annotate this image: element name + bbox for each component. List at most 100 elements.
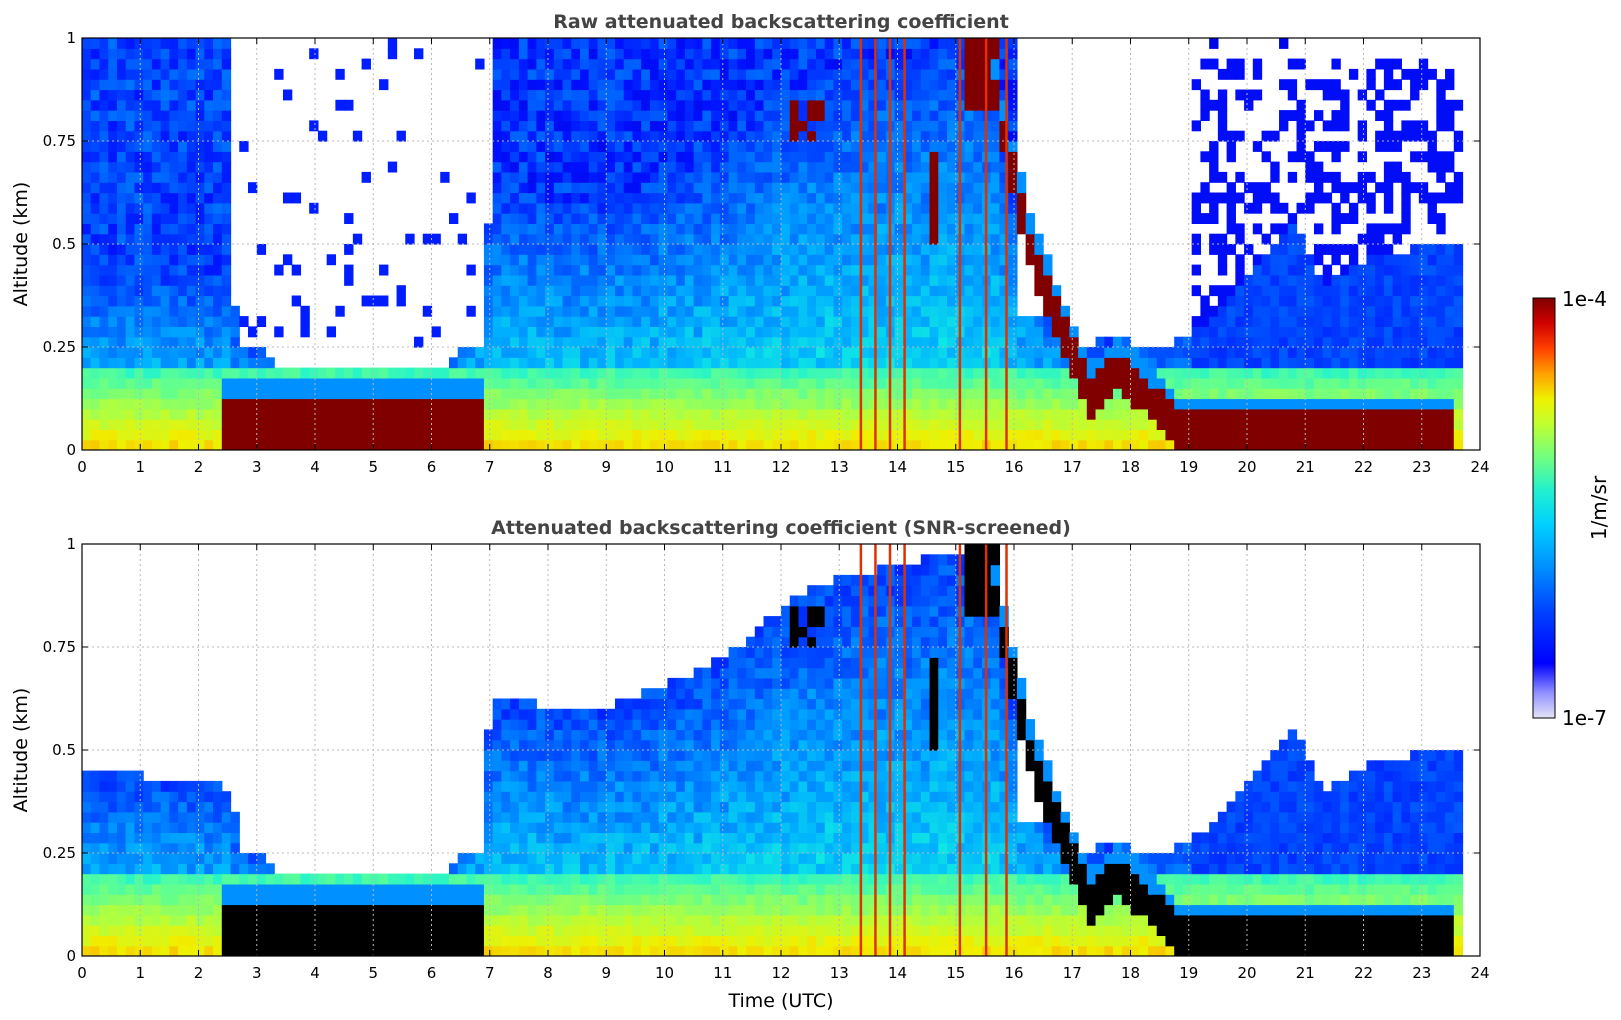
heatmap-cell [213,48,223,60]
heatmap-cell [658,48,669,60]
heatmap-cell [580,347,590,358]
heatmap-cell [920,151,931,163]
heatmap-cell [580,274,590,286]
heatmap-cell [1340,285,1350,297]
heatmap-cell [894,233,904,245]
heatmap-cell [632,419,642,430]
heatmap-cell [143,853,153,864]
heatmap-cell [195,285,205,297]
heatmap-cell [361,367,371,379]
heatmap-cell [850,182,861,194]
heatmap-cell [894,120,904,132]
heatmap-cell [536,295,546,307]
heatmap-cell [160,904,170,916]
heatmap-cell [545,38,555,49]
heatmap-cell [1244,285,1254,297]
heatmap-cell [562,285,572,297]
heatmap-cell [920,377,931,389]
heatmap-cell [143,130,153,142]
heatmap-cell [824,58,835,70]
heatmap-cell [1392,367,1402,379]
heatmap-cell [597,388,607,400]
heatmap-cell [483,367,494,379]
heatmap-cell [693,305,703,317]
heatmap-cell [1008,223,1018,235]
heatmap-cell [99,38,109,49]
heatmap-cell [815,171,826,183]
heatmap-cell [431,326,441,338]
heatmap-cell [973,79,983,91]
heatmap-cell [160,822,170,833]
heatmap-cell [422,233,433,245]
heatmap-cell [623,347,634,358]
heatmap-cell [125,48,136,60]
heatmap-cell [1086,419,1097,430]
heatmap-cell [964,388,974,400]
heatmap-cell [1060,377,1070,389]
heatmap-cell [833,141,843,152]
heatmap-cell [1095,388,1105,400]
heatmap-cell [781,347,791,358]
heatmap-cell [746,68,756,80]
heatmap-cell [134,408,144,420]
heatmap-cell [1401,68,1411,80]
heatmap-cell [1139,377,1149,389]
heatmap-cell [160,202,170,214]
heatmap-cell [850,161,861,173]
heatmap-cell [1436,377,1446,389]
heatmap-cell [702,151,712,163]
panel1-grid [82,38,1480,450]
heatmap-cell [195,295,205,307]
heatmap-cell [842,398,852,410]
heatmap-cell [1226,192,1236,204]
heatmap-cell [1147,408,1158,420]
heatmap-cell [842,223,852,235]
heatmap-cell [1069,326,1079,338]
heatmap-cell [169,408,179,420]
heatmap-cell [1069,398,1079,410]
heatmap-cell [116,161,127,173]
heatmap-cell [667,233,677,245]
heatmap-cell [99,914,109,926]
heatmap-cell [108,801,118,813]
heatmap-cell [1034,408,1044,420]
heatmap-cell [562,99,572,111]
heatmap-cell [912,336,922,348]
heatmap-cell [632,68,642,80]
heatmap-cell [929,120,939,132]
heatmap-cell [300,326,310,338]
heatmap-cell [1130,419,1140,430]
heatmap-cell [483,264,494,276]
heatmap-cell [169,254,179,266]
heatmap-cell [754,419,765,430]
heatmap-cell [1375,398,1385,410]
heatmap-cell [134,68,144,80]
heatmap-cell [728,233,738,245]
heatmap-cell [815,58,826,70]
heatmap-cell [903,429,913,441]
heatmap-cell [606,419,616,430]
heatmap-cell [1366,254,1376,266]
heatmap-cell [781,48,791,60]
heatmap-cell [169,822,179,833]
heatmap-cell [1331,151,1341,163]
heatmap-cell [807,274,817,286]
heatmap-cell [1217,120,1228,132]
heatmap-cell [178,110,188,121]
heatmap-cell [1113,336,1123,348]
heatmap-cell [99,254,109,266]
heatmap-cell [536,305,546,317]
heatmap-cell [1200,429,1210,441]
heatmap-cell [143,295,153,307]
heatmap-cell [108,853,118,864]
heatmap-cell [877,367,887,379]
heatmap-cell [1453,264,1464,276]
heatmap-cell [711,388,721,400]
heatmap-cell [431,429,441,441]
heatmap-cell [82,233,92,245]
heatmap-cell [1287,285,1298,297]
heatmap-cell [1436,99,1446,111]
heatmap-cell [894,151,904,163]
heatmap-cell [1340,336,1350,348]
heatmap-cell [1366,367,1376,379]
